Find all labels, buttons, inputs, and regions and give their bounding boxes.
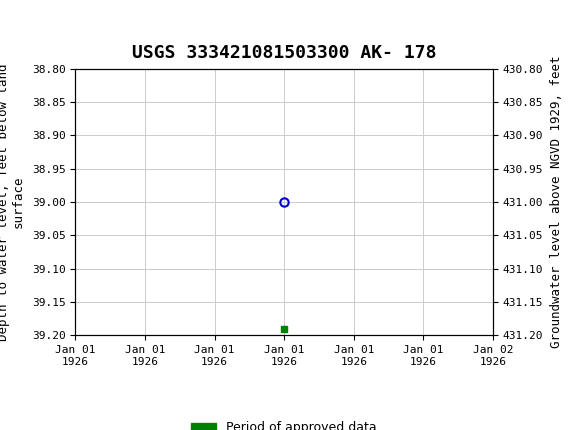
Y-axis label: Groundwater level above NGVD 1929, feet: Groundwater level above NGVD 1929, feet	[550, 56, 563, 348]
Title: USGS 333421081503300 AK- 178: USGS 333421081503300 AK- 178	[132, 44, 437, 61]
Y-axis label: Depth to water level, feet below land
surface: Depth to water level, feet below land su…	[0, 63, 25, 341]
Text: ▒USGS: ▒USGS	[12, 15, 70, 37]
Legend: Period of approved data: Period of approved data	[186, 416, 382, 430]
